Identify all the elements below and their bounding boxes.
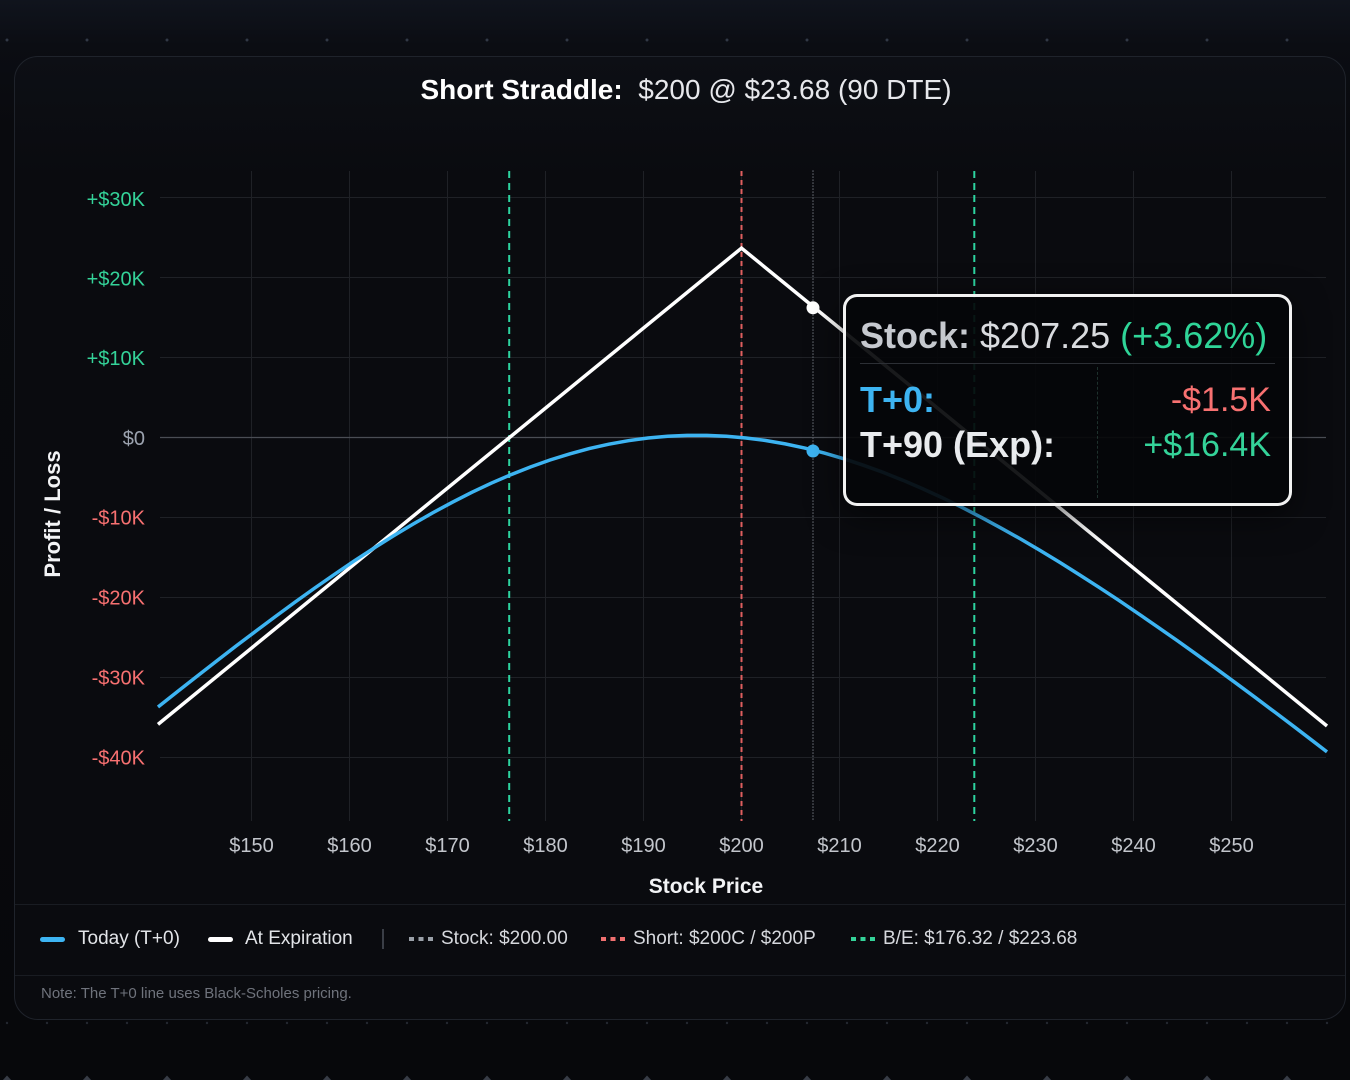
- svg-text:$240: $240: [1111, 835, 1156, 857]
- svg-text:+$10K: +$10K: [87, 348, 146, 370]
- svg-text:$0: $0: [123, 428, 145, 450]
- svg-text:$190: $190: [621, 835, 666, 857]
- svg-text:+$30K: +$30K: [87, 189, 146, 211]
- svg-text:Stock Price: Stock Price: [649, 875, 763, 898]
- svg-text:$250: $250: [1209, 835, 1254, 857]
- svg-text:$170: $170: [425, 835, 470, 857]
- svg-text:-$40K: -$40K: [92, 748, 146, 770]
- svg-text:$160: $160: [327, 835, 372, 857]
- svg-text:$230: $230: [1013, 835, 1058, 857]
- svg-text:$180: $180: [523, 835, 568, 857]
- svg-text:$150: $150: [229, 835, 274, 857]
- svg-text:-$10K: -$10K: [92, 508, 146, 530]
- svg-text:$220: $220: [915, 835, 960, 857]
- svg-text:+$20K: +$20K: [87, 269, 146, 291]
- svg-text:-$20K: -$20K: [92, 588, 146, 610]
- svg-text:Profit / Loss: Profit / Loss: [40, 450, 65, 577]
- svg-text:-$30K: -$30K: [92, 668, 146, 690]
- svg-text:$200: $200: [719, 835, 764, 857]
- svg-text:$210: $210: [817, 835, 862, 857]
